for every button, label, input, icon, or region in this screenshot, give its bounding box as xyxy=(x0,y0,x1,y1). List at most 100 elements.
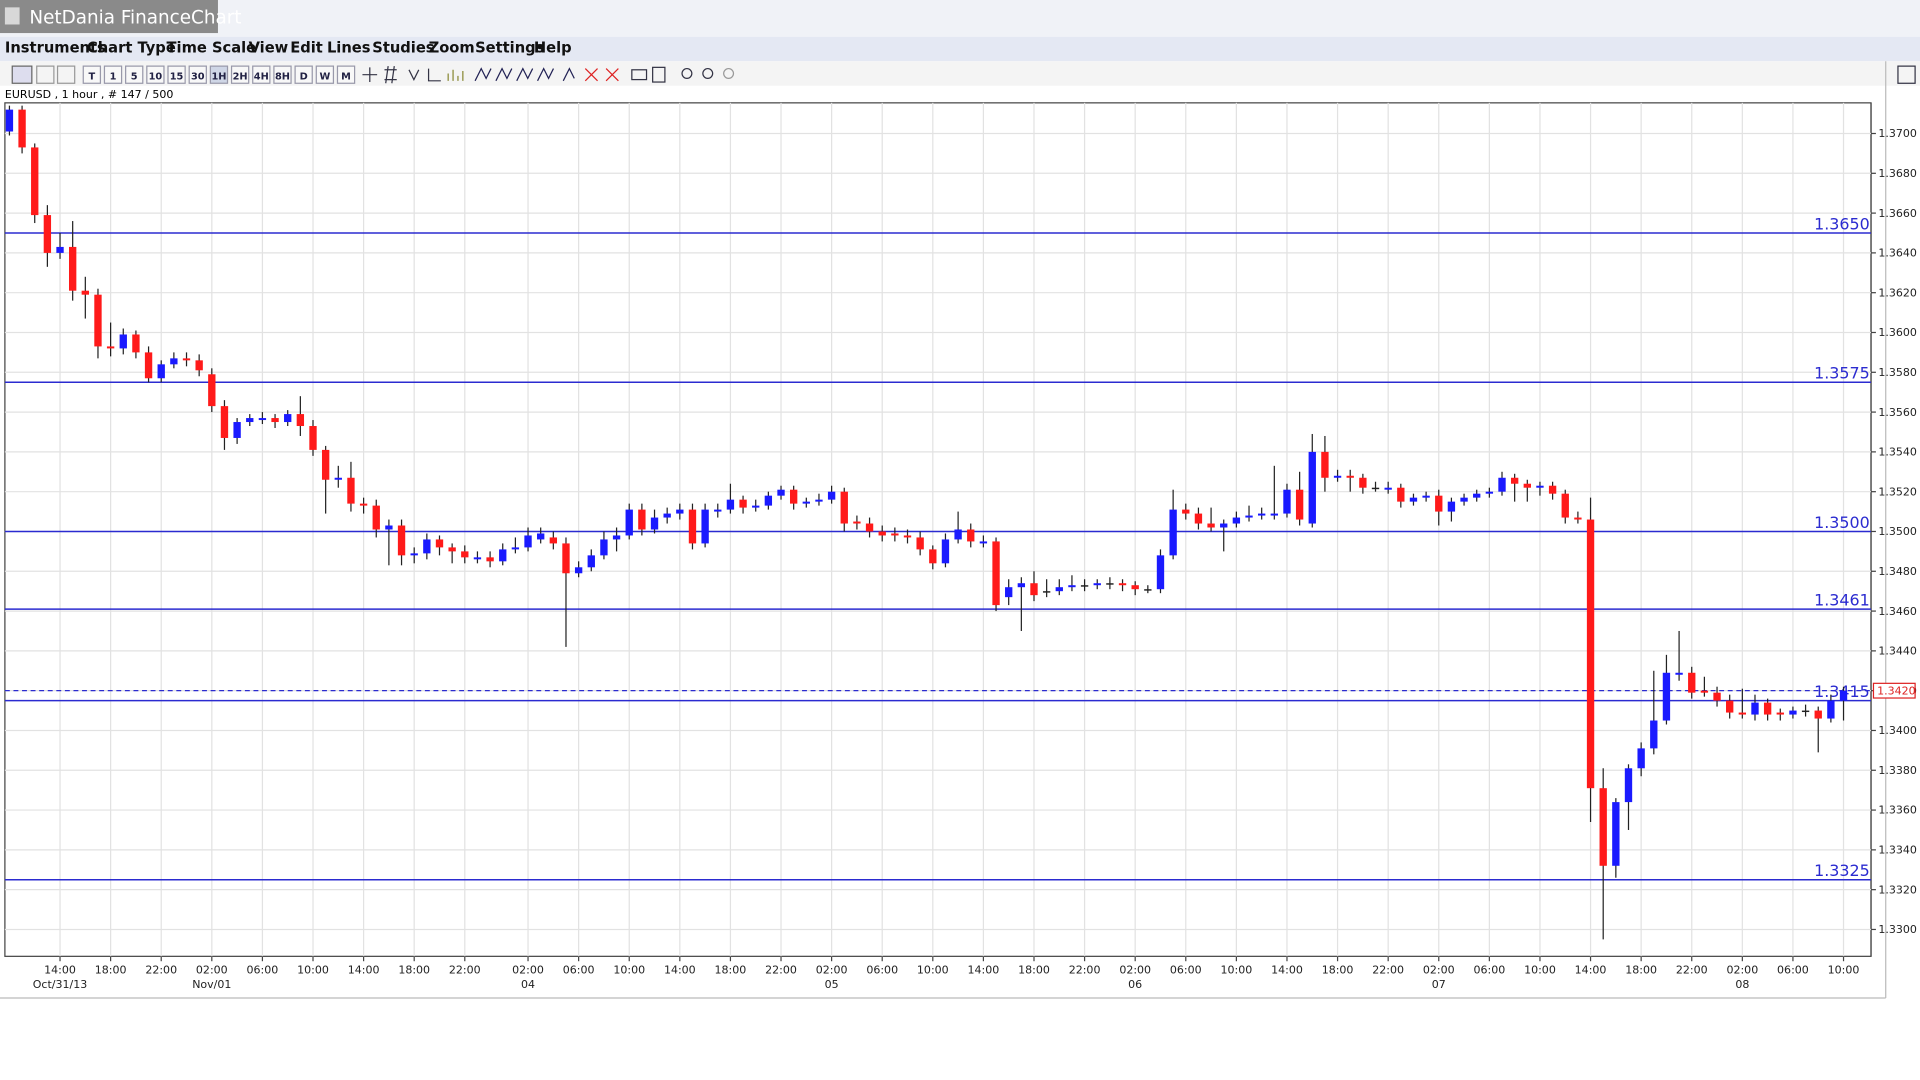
title-strip xyxy=(0,0,1920,37)
lines-icon[interactable] xyxy=(537,67,555,82)
candle-body xyxy=(574,567,583,574)
candle-body xyxy=(1637,748,1645,769)
menu-item[interactable]: Instruments xyxy=(5,40,106,57)
candle-body xyxy=(1194,513,1203,524)
candle-body xyxy=(1839,690,1848,701)
preview-icon[interactable] xyxy=(652,66,666,83)
x-tick-label: 02:00 xyxy=(1726,963,1758,976)
candle-body xyxy=(1106,583,1114,585)
menu-item[interactable]: View xyxy=(249,40,289,57)
toolbar-button[interactable] xyxy=(230,65,250,84)
candle-body xyxy=(802,501,810,504)
menu-item[interactable]: Studies xyxy=(372,40,435,57)
menu-item[interactable]: Time Scale xyxy=(167,40,257,57)
candle-body xyxy=(511,547,520,550)
candle-body xyxy=(537,533,545,540)
menu-item[interactable]: Settings xyxy=(475,40,545,57)
y-tick-label: 1.3320 xyxy=(1878,883,1917,896)
toolbar-button[interactable] xyxy=(336,65,356,84)
title-tab xyxy=(0,0,218,34)
zoom-out-icon[interactable] xyxy=(702,67,714,79)
current-price-box xyxy=(1872,682,1916,699)
lines-icon[interactable] xyxy=(516,67,534,82)
tool-icon[interactable] xyxy=(408,69,420,81)
candle-body xyxy=(967,529,975,542)
candle-body xyxy=(271,418,279,423)
candle-body xyxy=(1131,585,1139,590)
candle-body xyxy=(423,539,431,554)
candle-body xyxy=(1080,585,1089,587)
lines-icon[interactable] xyxy=(474,67,492,82)
candle-body xyxy=(562,543,570,574)
candle-body xyxy=(170,358,178,365)
toolbar-button[interactable] xyxy=(103,65,123,84)
lines-icon[interactable] xyxy=(495,67,513,82)
x-tick-label: 10:00 xyxy=(1221,963,1253,976)
y-tick-label: 1.3500 xyxy=(1878,525,1917,538)
candle-body xyxy=(1055,587,1063,592)
current-price-label: 1.3420 xyxy=(1877,684,1916,697)
menu-item[interactable]: Chart Type xyxy=(87,40,176,57)
menu-item[interactable]: Help xyxy=(534,40,572,57)
toolbar-button[interactable] xyxy=(167,65,186,84)
delete-all-icon[interactable] xyxy=(605,68,619,82)
toolbar-button[interactable] xyxy=(36,65,55,84)
candle-body xyxy=(1801,710,1810,713)
candle-body xyxy=(688,509,697,544)
toolbar-button[interactable] xyxy=(315,65,335,84)
print-icon[interactable] xyxy=(631,69,648,81)
candle-body xyxy=(714,509,722,512)
tool-icon[interactable] xyxy=(447,69,464,81)
crosshair-icon[interactable] xyxy=(362,67,378,83)
candle-body xyxy=(916,537,924,550)
x-tick-label: 14:00 xyxy=(664,963,696,976)
toolbar-button[interactable] xyxy=(56,65,76,84)
candle-body xyxy=(663,513,671,518)
x-tick-label: 10:00 xyxy=(917,963,949,976)
candle-body xyxy=(929,549,937,564)
toolbar-button[interactable] xyxy=(209,65,229,84)
candle-body xyxy=(1827,700,1835,719)
candle-body xyxy=(701,509,709,544)
candle-body xyxy=(1561,493,1569,518)
zoom-in-icon[interactable] xyxy=(681,67,693,79)
panel-button[interactable] xyxy=(1897,65,1916,84)
candle-body xyxy=(157,364,165,379)
x-tick-label: 18:00 xyxy=(715,963,747,976)
toolbar-button[interactable] xyxy=(188,65,207,84)
grid-icon[interactable] xyxy=(384,66,397,84)
toolbar-button[interactable] xyxy=(252,65,271,84)
toolbar-button[interactable] xyxy=(294,65,313,84)
candle-body xyxy=(1435,495,1443,512)
candle-body xyxy=(195,360,203,371)
candle-body xyxy=(903,535,912,538)
menu-item[interactable]: Edit xyxy=(290,40,323,57)
candle-body xyxy=(1624,768,1633,803)
toolbar-button[interactable] xyxy=(273,65,292,84)
menu-item[interactable]: Zoom xyxy=(429,40,475,57)
candle-body xyxy=(865,523,874,532)
zoom-reset-icon[interactable] xyxy=(723,67,735,79)
candle-body xyxy=(992,541,1000,606)
candle-body xyxy=(777,489,785,496)
toolbar-button[interactable] xyxy=(11,65,33,84)
x-tick-label: 02:00 xyxy=(196,963,228,976)
candle-body xyxy=(182,358,191,361)
x-tick-label: 22:00 xyxy=(1069,963,1101,976)
candle-body xyxy=(486,557,494,562)
candle-body xyxy=(815,499,823,502)
plot: 1.3300 1.3320 1.3340 1.3360 1.3380 1.3400 1.34… xyxy=(4,102,1917,991)
toolbar-button[interactable] xyxy=(146,65,165,84)
candle-body xyxy=(549,537,558,544)
toolbar-button[interactable] xyxy=(82,65,102,84)
lines-icon[interactable] xyxy=(562,67,575,82)
tool-icon[interactable] xyxy=(427,68,441,82)
candle-body xyxy=(587,555,595,568)
toolbar-button[interactable] xyxy=(125,65,144,84)
candle-body xyxy=(397,525,406,556)
candle-body xyxy=(31,147,39,216)
candle-body xyxy=(1118,583,1127,586)
menu-item[interactable]: Lines xyxy=(327,40,371,57)
delete-icon[interactable] xyxy=(584,68,598,82)
x-tick-label: 02:00 xyxy=(512,963,544,976)
